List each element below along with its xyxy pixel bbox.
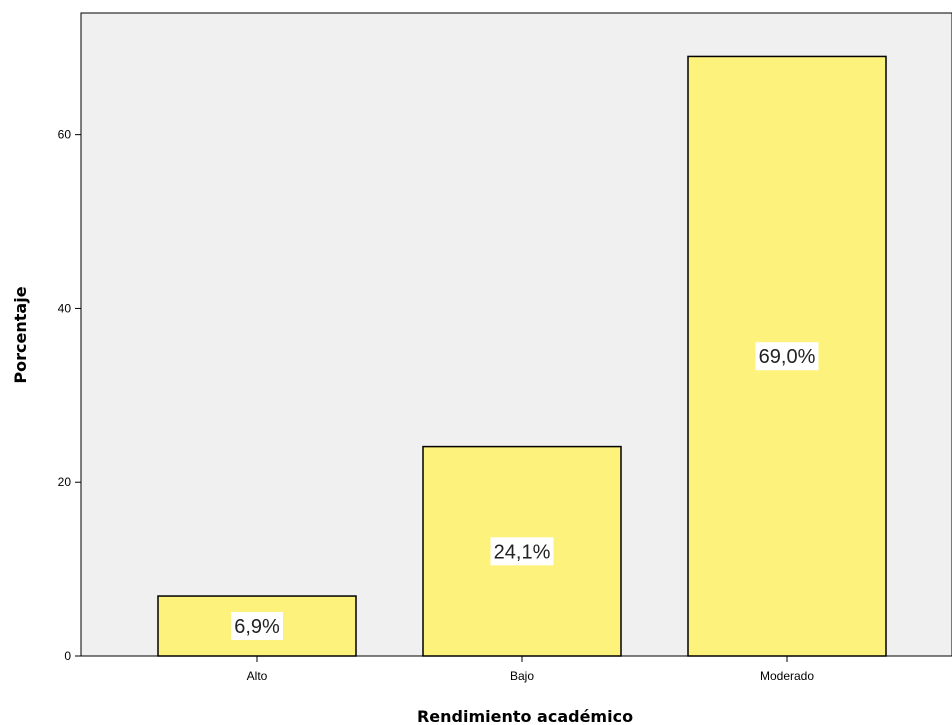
x-tick-label: Moderado — [760, 669, 814, 683]
x-axis-title: Rendimiento académico — [417, 707, 633, 725]
bars-group: 6,9% 24,1% 69,0% — [157, 55, 887, 657]
y-tick-label: 40 — [58, 301, 72, 315]
data-label-background — [755, 342, 819, 371]
data-label-background — [231, 612, 283, 641]
y-axis-title: Porcentaje — [11, 286, 30, 383]
data-label: 24,1% — [494, 541, 551, 563]
data-label: 6,9% — [234, 616, 280, 638]
y-tick-label: 20 — [58, 475, 72, 489]
y-axis: 0 20 40 60 — [58, 128, 81, 663]
data-label: 69,0% — [759, 346, 816, 368]
x-axis: Alto Bajo Moderado — [247, 656, 814, 683]
x-tick-label: Bajo — [510, 669, 534, 683]
data-label-background — [490, 537, 554, 566]
x-tick-label: Alto — [247, 669, 268, 683]
y-tick-label: 60 — [58, 128, 72, 142]
y-tick-label: 0 — [64, 649, 71, 663]
